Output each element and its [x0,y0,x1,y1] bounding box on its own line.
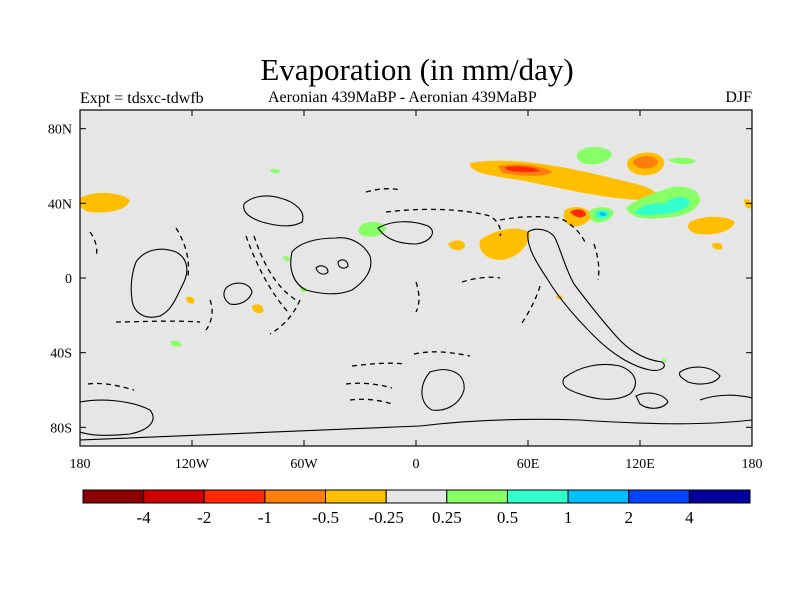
lon-tick-label: 180 [742,457,763,472]
contour-fill [576,146,612,165]
coastline [290,237,372,295]
contour-fill [712,242,723,250]
contour-fill [270,168,280,174]
colorbar-label: -0.25 [368,508,403,527]
colorbar-label: -2 [197,508,211,527]
shelf-line [269,299,301,335]
coastline [527,228,665,371]
colorbar-label: 2 [624,508,633,527]
shelf-line [519,285,541,327]
shelf-line [365,188,401,193]
coastline [421,369,465,411]
period-label: Aeronian 439MaBP - Aeronian 439MaBP [268,89,537,106]
colorbar-label: -1 [258,508,272,527]
coastline [377,221,433,245]
coastline [80,418,752,441]
lat-tick-label: 40N [48,197,72,212]
lon-tick-label: 60W [290,457,318,472]
colorbar-swatch [203,489,266,504]
shelf-line [115,320,201,323]
contour-fill [283,256,290,262]
lon-tick-label: 120W [175,457,210,472]
contour-fill [252,304,264,314]
colorbar-swatch [82,489,145,504]
colorbar: -4 -2 -1 -0.5 -0.25 0.25 0.5 1 2 4 [82,489,751,527]
longitude-axis: 180 120W 60W 0 60E 120E 180 [70,110,763,472]
coastline [243,195,304,227]
contour-fill [448,240,465,251]
colorbar-swatch [325,489,387,504]
colorbar-swatch [385,489,448,504]
coastline [678,366,721,385]
lat-tick-label: 0 [65,272,72,287]
colorbar-label: 0.25 [432,508,462,527]
shelf-line [415,281,420,313]
contour-fill [570,209,586,218]
colorbar-swatch [628,489,690,504]
coastline [562,363,636,400]
coastline [635,392,669,409]
coastline [80,399,154,436]
coastline [315,265,329,275]
lat-tick-label: 40S [50,347,72,362]
plot-title: Evaporation (in mm/day) [260,52,574,87]
experiment-label: Expt = tdsxc-tdwfb [80,90,204,107]
contour-fill [634,196,690,216]
colorbar-swatch [506,489,569,504]
colorbar-label: 1 [564,508,573,527]
colorbar-label: -0.5 [312,508,339,527]
shelf-line [413,351,471,357]
colorbar-swatch [567,489,630,504]
colorbar-label: -4 [137,508,152,527]
shelf-line [205,299,213,331]
latitude-axis: 80N 40N 0 40S 80S [48,123,752,436]
shelf-line [175,227,190,277]
colorbar-swatch [688,489,751,504]
colorbar-label: 0.5 [497,508,518,527]
contour-fill [170,340,182,347]
shelf-line [385,208,502,237]
contour-fill [479,228,530,260]
colorbar-swatch [446,489,508,504]
contour-fill [668,157,696,165]
contour-fill [505,166,540,173]
lon-tick-label: 60E [517,457,540,472]
coastline [130,248,188,318]
contour-fill [744,199,752,209]
season-label: DJF [725,89,752,106]
contour-fill [633,155,658,169]
colorbar-swatch [143,489,205,504]
shelf-line [461,276,501,283]
lon-tick-label: 180 [70,457,91,472]
lat-tick-label: 80N [48,123,72,138]
contour-fill [80,193,130,213]
shelf-line [351,362,405,367]
contour-fill [300,287,307,293]
coastline [223,282,253,305]
coastline [337,259,349,269]
evaporation-contours [80,146,752,363]
colorbar-swatch [264,489,327,504]
contour-fill [186,296,195,304]
contour-fill [358,221,386,237]
shelf-line [87,382,135,391]
shelf-line [349,398,393,405]
contour-fill [662,358,667,363]
coastlines [80,188,752,441]
shelf-line [345,382,393,389]
shelf-line [593,243,600,281]
lon-tick-label: 120E [625,457,655,472]
colorbar-label: 4 [685,508,694,527]
coastline [699,394,752,401]
lat-tick-label: 80S [50,421,72,436]
lon-tick-label: 0 [413,457,420,472]
shelf-line [253,235,297,301]
shelf-line [89,231,98,257]
contour-fill [599,211,606,217]
contour-fill [688,216,735,235]
